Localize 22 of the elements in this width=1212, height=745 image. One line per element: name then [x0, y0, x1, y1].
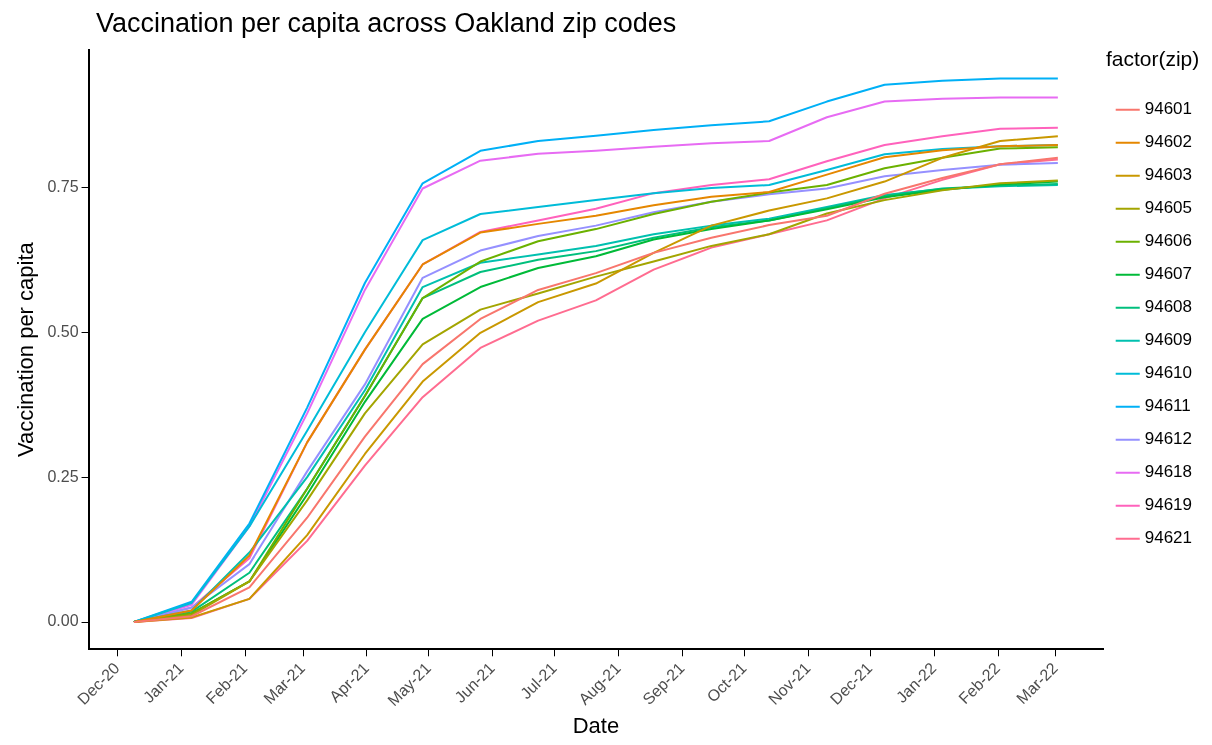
legend-label: 94603 [1144, 165, 1193, 185]
legend-label: 94605 [1144, 198, 1193, 218]
legend-label: 94612 [1144, 429, 1193, 449]
y-tick-label: 0.50 [47, 322, 79, 340]
legend-title: factor(zip) [1105, 47, 1200, 71]
legend-label: 94610 [1144, 363, 1193, 383]
legend-label: 94602 [1144, 132, 1193, 152]
y-tick-label: 0.75 [47, 177, 79, 195]
y-tick-label: 0.25 [47, 467, 79, 485]
legend-label: 94621 [1144, 528, 1193, 548]
y-tick-label: 0.00 [47, 612, 79, 630]
legend-label: 94618 [1144, 462, 1193, 482]
x-axis-title: Date [572, 712, 620, 738]
legend-label: 94619 [1144, 495, 1193, 515]
legend-label: 94607 [1144, 264, 1193, 284]
legend-label: 94601 [1144, 99, 1193, 119]
legend-label: 94606 [1144, 231, 1193, 251]
chart-title: Vaccination per capita across Oakland zip codes [96, 8, 677, 39]
y-axis-title: Vaccination per capita [13, 241, 39, 458]
legend-label: 94611 [1144, 396, 1191, 416]
legend-label: 94609 [1144, 330, 1193, 350]
legend-label: 94608 [1144, 297, 1193, 317]
